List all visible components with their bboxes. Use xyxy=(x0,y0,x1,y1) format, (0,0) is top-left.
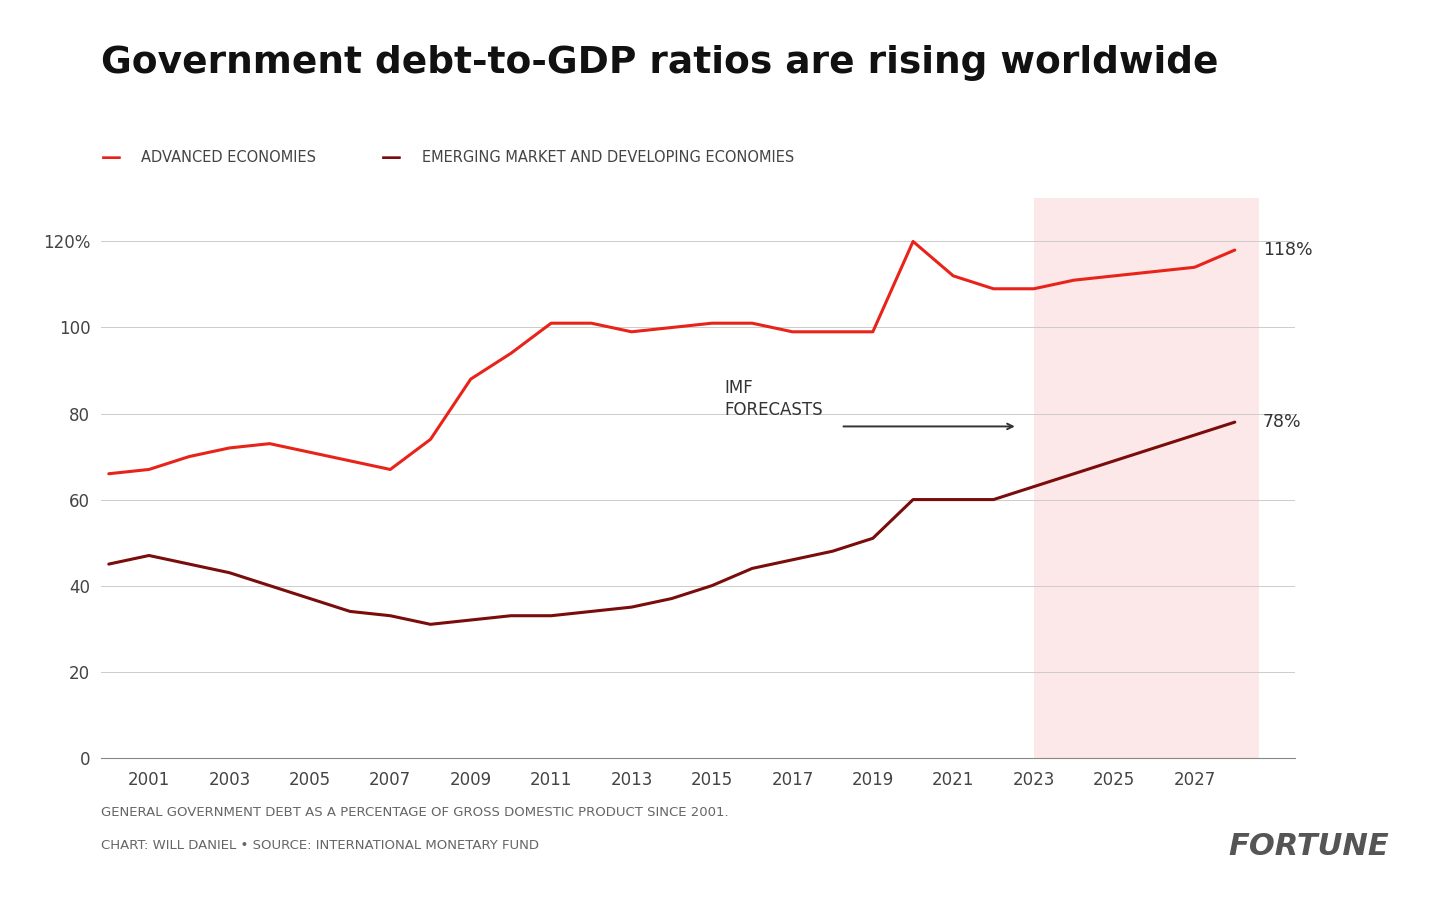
Text: CHART: WILL DANIEL • SOURCE: INTERNATIONAL MONETARY FUND: CHART: WILL DANIEL • SOURCE: INTERNATION… xyxy=(101,840,538,852)
Text: —: — xyxy=(101,148,122,168)
Text: Government debt-to-GDP ratios are rising worldwide: Government debt-to-GDP ratios are rising… xyxy=(101,45,1219,81)
Text: IMF
FORECASTS: IMF FORECASTS xyxy=(724,379,823,419)
Text: —: — xyxy=(381,148,403,168)
Text: 118%: 118% xyxy=(1263,241,1312,259)
Text: EMERGING MARKET AND DEVELOPING ECONOMIES: EMERGING MARKET AND DEVELOPING ECONOMIES xyxy=(422,151,794,165)
Bar xyxy=(1033,198,1259,758)
Text: ADVANCED ECONOMIES: ADVANCED ECONOMIES xyxy=(141,151,317,165)
Text: 78%: 78% xyxy=(1263,413,1301,431)
Text: GENERAL GOVERNMENT DEBT AS A PERCENTAGE OF GROSS DOMESTIC PRODUCT SINCE 2001.: GENERAL GOVERNMENT DEBT AS A PERCENTAGE … xyxy=(101,806,728,819)
Text: FORTUNE: FORTUNE xyxy=(1227,833,1389,861)
